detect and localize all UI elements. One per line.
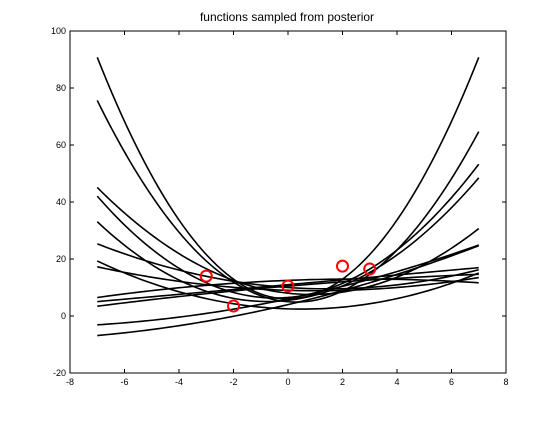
- x-tick-label: -4: [175, 377, 183, 387]
- observation-marker: [227, 299, 240, 313]
- series-layer: [96, 57, 480, 337]
- posterior-sample-line: [97, 266, 479, 303]
- x-tick-label: 8: [503, 377, 508, 387]
- y-tick-label: 0: [61, 311, 66, 321]
- posterior-sample-line: [97, 245, 480, 337]
- y-tick-label: 40: [56, 197, 66, 207]
- y-tick-label: 100: [51, 26, 66, 36]
- posterior-sample-line: [96, 100, 480, 303]
- posterior-sample-line: [97, 244, 480, 326]
- observation-marker: [336, 259, 349, 273]
- x-tick-label: 6: [449, 377, 454, 387]
- chart-title: functions sampled from posterior: [200, 10, 374, 24]
- posterior-sample-line: [96, 177, 480, 303]
- y-tick-label: 20: [56, 254, 66, 264]
- posterior-sample-line: [96, 163, 480, 299]
- y-tick-label: 80: [56, 83, 66, 93]
- y-tick-label: 60: [56, 140, 66, 150]
- y-tick-label: -20: [53, 368, 66, 378]
- posterior-sample-line: [96, 260, 480, 310]
- observation-marker: [363, 262, 377, 276]
- x-tick-label: 4: [394, 377, 399, 387]
- observation-marker: [281, 279, 295, 293]
- x-tick-label: 2: [340, 377, 345, 387]
- x-tick-label: -2: [229, 377, 237, 387]
- x-tick-label: -6: [120, 377, 128, 387]
- posterior-sample-line: [97, 266, 479, 292]
- posterior-sample-line: [96, 243, 479, 290]
- x-tick-label: -8: [66, 377, 74, 387]
- x-tick-label: 0: [285, 377, 290, 387]
- points-layer: [199, 259, 377, 313]
- posterior-sample-line: [97, 273, 479, 308]
- observation-marker: [199, 269, 213, 283]
